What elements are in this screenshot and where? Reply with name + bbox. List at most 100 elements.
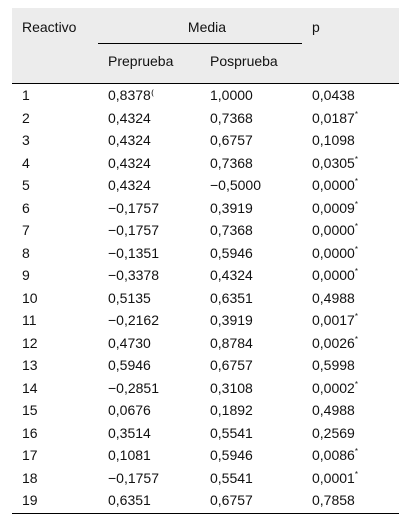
p-value: 0,0305 bbox=[312, 154, 355, 171]
significance-mark: * bbox=[354, 199, 358, 209]
cell-posprueba: 0,5946 bbox=[210, 244, 253, 261]
cell-p: 0,4988 bbox=[312, 399, 355, 421]
table-row: 7 −0,1757 0,7368 0,0000* bbox=[12, 219, 399, 242]
bottom-rule bbox=[12, 512, 399, 514]
table-row: 3 0,4324 0,6757 0,1098 bbox=[12, 129, 399, 152]
cell-p: 0,5998 bbox=[312, 354, 355, 376]
p-value: 0,0026 bbox=[312, 334, 355, 351]
cell-preprueba: 0,5946 bbox=[108, 357, 151, 373]
cell-reactivo: 6 bbox=[22, 199, 30, 216]
cell-preprueba: −0,2162 bbox=[108, 312, 159, 328]
significance-mark: * bbox=[354, 334, 358, 344]
header-p: p bbox=[312, 19, 320, 35]
p-value: 0,0000 bbox=[312, 244, 355, 261]
table-row: 17 0,1081 0,5946 0,0086* bbox=[12, 444, 399, 467]
cell-reactivo: 16 bbox=[22, 424, 38, 441]
table-row: 15 0,0676 0,1892 0,4988 bbox=[12, 399, 399, 422]
cell-p: 0,2569 bbox=[312, 422, 355, 444]
header-posprueba: Posprueba bbox=[210, 53, 278, 69]
table-row: 5 0,4324 −0,5000 0,0000* bbox=[12, 174, 399, 197]
p-value: 0,5998 bbox=[312, 357, 355, 373]
cell-preprueba: 0,4324 bbox=[108, 109, 151, 126]
p-value: 0,0002 bbox=[312, 379, 355, 396]
cell-p: 0,0086* bbox=[312, 444, 358, 466]
cell-preprueba: −0,1757 bbox=[108, 222, 159, 238]
cell-reactivo: 2 bbox=[22, 109, 30, 126]
table-row: 10 0,5135 0,6351 0,4988 bbox=[12, 287, 399, 310]
table-row: 12 0,4730 0,8784 0,0026* bbox=[12, 332, 399, 355]
table-header: Reactivo Media p Preprueba Posprueba bbox=[12, 8, 399, 84]
cell-preprueba: 0,0676 bbox=[108, 402, 151, 418]
table-row: 1 0,8378⁽ 1,0000 0,0438 bbox=[12, 84, 399, 107]
cell-preprueba: −0,3378 bbox=[108, 267, 159, 283]
cell-posprueba: 0,5541 bbox=[210, 469, 253, 486]
cell-posprueba: 0,6351 bbox=[210, 289, 253, 306]
cell-p: 0,7858 bbox=[312, 489, 355, 511]
cell-p: 0,0000* bbox=[312, 242, 358, 264]
cell-posprueba: 0,6757 bbox=[210, 132, 253, 148]
cell-reactivo: 15 bbox=[22, 402, 38, 418]
header-reactivo: Reactivo bbox=[22, 19, 77, 35]
table-row: 14 −0,2851 0,3108 0,0002* bbox=[12, 377, 399, 400]
significance-mark: * bbox=[354, 244, 358, 254]
cell-preprueba: −0,2851 bbox=[108, 379, 159, 396]
cell-preprueba: 0,4324 bbox=[108, 132, 151, 148]
cell-reactivo: 7 bbox=[22, 222, 30, 238]
cell-preprueba: 0,4324 bbox=[108, 154, 151, 171]
cell-p: 0,0305* bbox=[312, 152, 358, 174]
cell-posprueba: 0,8784 bbox=[210, 334, 253, 351]
cell-p: 0,0000* bbox=[312, 264, 358, 286]
significance-mark: * bbox=[354, 154, 358, 164]
cell-posprueba: 0,4324 bbox=[210, 267, 253, 283]
cell-posprueba: 0,3919 bbox=[210, 312, 253, 328]
table-row: 6 −0,1757 0,3919 0,0009* bbox=[12, 197, 399, 220]
p-value: 0,0086 bbox=[312, 447, 355, 463]
cell-p: 0,1098 bbox=[312, 129, 355, 151]
p-value: 0,0017 bbox=[312, 312, 355, 328]
cell-reactivo: 1 bbox=[22, 87, 30, 103]
cell-preprueba: −0,1351 bbox=[108, 244, 159, 261]
cell-p: 0,0017* bbox=[312, 309, 358, 331]
table-row: 16 0,3514 0,5541 0,2569 bbox=[12, 422, 399, 445]
p-value: 0,4988 bbox=[312, 289, 355, 306]
cell-reactivo: 19 bbox=[22, 492, 38, 508]
cell-posprueba: 0,1892 bbox=[210, 402, 253, 418]
cell-p: 0,0026* bbox=[312, 332, 358, 354]
significance-mark: * bbox=[354, 177, 358, 186]
results-table: Reactivo Media p Preprueba Posprueba 1 0,… bbox=[12, 8, 399, 514]
p-value: 0,0187 bbox=[312, 109, 355, 126]
cell-reactivo: 5 bbox=[22, 177, 30, 193]
cell-preprueba: 0,4730 bbox=[108, 334, 151, 351]
header-media: Media bbox=[187, 19, 227, 35]
p-value: 0,7858 bbox=[312, 492, 355, 508]
cell-reactivo: 17 bbox=[22, 447, 38, 463]
cell-p: 0,0009* bbox=[312, 197, 358, 219]
cell-reactivo: 12 bbox=[22, 334, 38, 351]
table-row: 13 0,5946 0,6757 0,5998 bbox=[12, 354, 399, 377]
cell-preprueba: 0,4324 bbox=[108, 177, 151, 193]
cell-posprueba: 1,0000 bbox=[210, 87, 253, 103]
cell-posprueba: 0,7368 bbox=[210, 154, 253, 171]
cell-posprueba: 0,3108 bbox=[210, 379, 253, 396]
cell-p: 0,0187* bbox=[312, 107, 358, 129]
cell-p: 0,0438 bbox=[312, 84, 355, 106]
cell-p: 0,4988 bbox=[312, 287, 355, 309]
cell-reactivo: 13 bbox=[22, 357, 38, 373]
header-rule bbox=[12, 83, 399, 84]
significance-mark: * bbox=[354, 447, 358, 456]
p-value: 0,0438 bbox=[312, 87, 355, 103]
p-value: 0,1098 bbox=[312, 132, 355, 148]
cell-p: 0,0000* bbox=[312, 174, 358, 196]
table-row: 11 −0,2162 0,3919 0,0017* bbox=[12, 309, 399, 332]
significance-mark: * bbox=[354, 222, 358, 231]
significance-mark: * bbox=[354, 379, 358, 389]
cell-posprueba: 0,7368 bbox=[210, 109, 253, 126]
cell-p: 0,0001* bbox=[312, 467, 358, 489]
cell-preprueba: 0,8378⁽ bbox=[108, 87, 155, 103]
cell-reactivo: 9 bbox=[22, 267, 30, 283]
cell-reactivo: 14 bbox=[22, 379, 38, 396]
cell-posprueba: 0,6757 bbox=[210, 357, 253, 373]
cell-posprueba: 0,5541 bbox=[210, 424, 253, 441]
significance-mark: * bbox=[354, 109, 358, 119]
cell-posprueba: 0,3919 bbox=[210, 199, 253, 216]
